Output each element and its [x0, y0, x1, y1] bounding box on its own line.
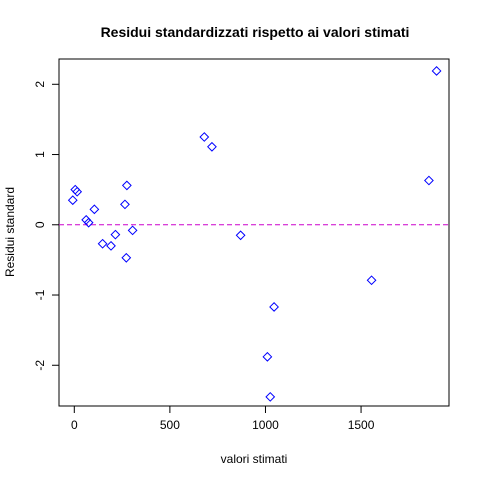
y-tick-label-1: -1: [33, 289, 47, 300]
x-tick-label-3: 1500: [348, 418, 375, 432]
data-point-3: [81, 214, 92, 225]
data-point-19: [366, 275, 377, 286]
x-tick-label-1: 500: [160, 418, 180, 432]
data-point-18: [269, 302, 279, 312]
y-tick-label-0: -2: [33, 360, 47, 371]
data-point-4: [83, 217, 94, 228]
y-axis-label: Residui standard: [3, 187, 17, 277]
data-point-10: [121, 180, 132, 191]
y-axis-ticks: -2 -1 0 1 2: [33, 81, 59, 371]
data-point-0: [67, 195, 78, 206]
data-point-16: [262, 351, 273, 362]
chart-title: Residui standardizzati rispetto ai valor…: [101, 24, 410, 40]
data-point-14: [207, 141, 217, 152]
x-axis-label: valori stimati: [221, 452, 288, 466]
data-points: [67, 66, 442, 402]
data-point-2: [72, 186, 83, 197]
data-point-11: [121, 252, 132, 263]
data-point-9: [120, 199, 130, 210]
x-tick-label-0: 0: [71, 418, 78, 432]
data-point-12: [127, 225, 138, 236]
data-point-7: [106, 240, 116, 251]
data-point-13: [199, 132, 210, 142]
plot-frame: [58, 58, 450, 407]
y-tick-label-3: 1: [33, 151, 47, 158]
data-point-21: [431, 66, 442, 76]
data-point-8: [110, 229, 121, 240]
data-point-17: [265, 391, 276, 402]
x-tick-label-2: 1000: [252, 418, 279, 432]
x-axis-ticks: 0 500 1000 1500: [71, 406, 375, 432]
data-point-6: [97, 238, 108, 249]
data-point-15: [235, 230, 246, 241]
data-point-5: [89, 204, 100, 215]
y-tick-label-2: 0: [33, 221, 47, 228]
y-tick-label-4: 2: [33, 81, 47, 88]
data-point-20: [424, 175, 434, 186]
